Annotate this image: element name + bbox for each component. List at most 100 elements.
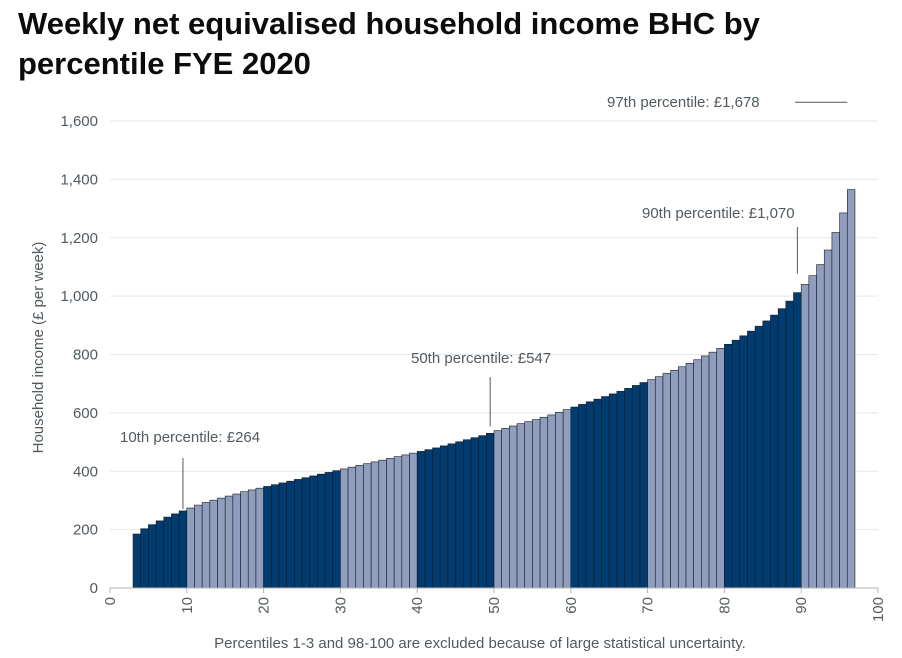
x-tick-label: 0 [102, 597, 119, 605]
x-tick-label: 10 [179, 597, 196, 614]
bar-percentile-70 [639, 382, 648, 589]
y-tick-label: 1,400 [60, 171, 98, 188]
bar-percentile-66 [608, 393, 618, 589]
bar-percentile-54 [516, 423, 526, 589]
annotation-10th-percentile: 10th percentile: £264 [120, 429, 260, 446]
annotations: 10th percentile: £264 50th percentile: £5… [120, 94, 848, 509]
bar-percentile-77 [693, 359, 702, 589]
bar-percentile-73 [662, 373, 671, 589]
bar-percentile-67 [616, 390, 625, 589]
bar-percentile-41 [416, 451, 426, 589]
bar-percentile-57 [539, 416, 549, 589]
bar-percentile-53 [509, 425, 518, 589]
bar-percentile-55 [524, 421, 533, 589]
bar-percentile-5 [140, 528, 149, 589]
x-tick-label: 40 [409, 597, 426, 614]
bar-percentile-80 [716, 348, 725, 589]
bar-percentile-13 [201, 502, 211, 589]
x-tick-label: 80 [716, 597, 733, 614]
bar-percentile-71 [647, 379, 656, 589]
bar-percentile-14 [209, 499, 218, 589]
bar-percentile-44 [439, 445, 449, 589]
bar-percentile-95 [831, 232, 840, 589]
bar-percentile-84 [747, 330, 756, 589]
bar-percentile-76 [685, 362, 694, 589]
bar-percentile-42 [424, 449, 433, 589]
y-tick-label: 800 [73, 347, 98, 364]
bar-percentile-64 [593, 398, 602, 589]
bar-percentile-35 [370, 461, 380, 589]
y-axis-ticks: 0 200 400 600 800 1,000 1,200 1,400 1,600 [60, 113, 98, 597]
x-axis-label: Percentiles 1-3 and 98-100 are excluded … [214, 635, 746, 652]
bar-percentile-17 [232, 493, 241, 589]
bar-percentile-74 [670, 369, 679, 589]
annotation-50th-percentile: 50th percentile: £547 [411, 350, 551, 367]
bar-percentile-68 [624, 388, 633, 589]
bar-percentile-32 [347, 466, 357, 589]
bar-percentile-50 [486, 433, 495, 589]
bar-percentile-16 [224, 495, 234, 589]
bars [132, 189, 856, 589]
bar-percentile-91 [800, 284, 810, 589]
x-tick-label: 60 [563, 597, 580, 614]
bar-percentile-22 [270, 484, 280, 589]
y-tick-label: 200 [73, 522, 98, 539]
bar-percentile-24 [286, 480, 295, 589]
bar-percentile-31 [340, 468, 349, 589]
y-tick-label: 1,600 [60, 113, 98, 130]
y-tick-label: 600 [73, 405, 98, 422]
bar-percentile-88 [777, 308, 787, 589]
bar-percentile-37 [386, 458, 395, 589]
bar-percentile-30 [332, 470, 341, 589]
bar-percentile-29 [324, 472, 334, 589]
bar-percentile-9 [171, 513, 180, 589]
bar-percentile-34 [363, 463, 372, 589]
chart-title: Weekly net equivalised household income … [18, 6, 760, 81]
bar-percentile-52 [501, 428, 510, 589]
bar-percentile-40 [409, 452, 418, 589]
x-tick-label: 20 [256, 597, 273, 614]
bar-percentile-47 [462, 439, 472, 589]
bar-percentile-4 [132, 533, 142, 589]
bar-percentile-25 [294, 479, 303, 589]
bar-percentile-78 [701, 355, 710, 589]
bar-percentile-11 [186, 507, 195, 589]
bar-percentile-65 [601, 396, 610, 589]
bar-percentile-10 [178, 510, 188, 589]
bar-percentile-19 [247, 489, 257, 589]
bar-percentile-86 [762, 320, 771, 589]
bar-percentile-7 [155, 520, 165, 589]
bar-percentile-85 [754, 325, 764, 589]
bar-percentile-59 [555, 411, 564, 589]
x-tick-label: 50 [486, 597, 503, 614]
x-tick-label: 90 [793, 597, 810, 614]
bar-percentile-28 [317, 473, 326, 589]
y-axis-label: Household income (£ per week) [30, 242, 47, 454]
bar-percentile-63 [585, 401, 595, 589]
bar-percentile-93 [816, 264, 825, 589]
bar-percentile-89 [785, 300, 794, 589]
bar-percentile-56 [532, 419, 541, 589]
bar-percentile-81 [724, 343, 733, 589]
bar-percentile-51 [493, 430, 502, 589]
bar-percentile-94 [823, 249, 833, 589]
bar-percentile-38 [393, 456, 403, 589]
x-tick-label: 100 [870, 597, 887, 622]
x-tick-label: 70 [640, 597, 657, 614]
y-tick-label: 400 [73, 463, 98, 480]
bar-percentile-43 [432, 447, 441, 589]
annotation-90th-percentile: 90th percentile: £1,070 [642, 205, 795, 222]
bar-percentile-96 [839, 212, 848, 589]
y-tick-label: 1,200 [60, 230, 98, 247]
bar-percentile-33 [355, 465, 364, 589]
bar-percentile-36 [378, 459, 387, 589]
bar-percentile-45 [447, 443, 456, 589]
bar-percentile-69 [631, 385, 641, 589]
bar-percentile-83 [739, 335, 748, 589]
bar-percentile-46 [455, 441, 464, 589]
bar-percentile-18 [240, 491, 249, 589]
bar-percentile-15 [217, 497, 226, 589]
x-axis-ticks: 0 10 20 30 40 50 60 70 80 90 100 [102, 588, 887, 622]
gridlines [110, 120, 878, 531]
